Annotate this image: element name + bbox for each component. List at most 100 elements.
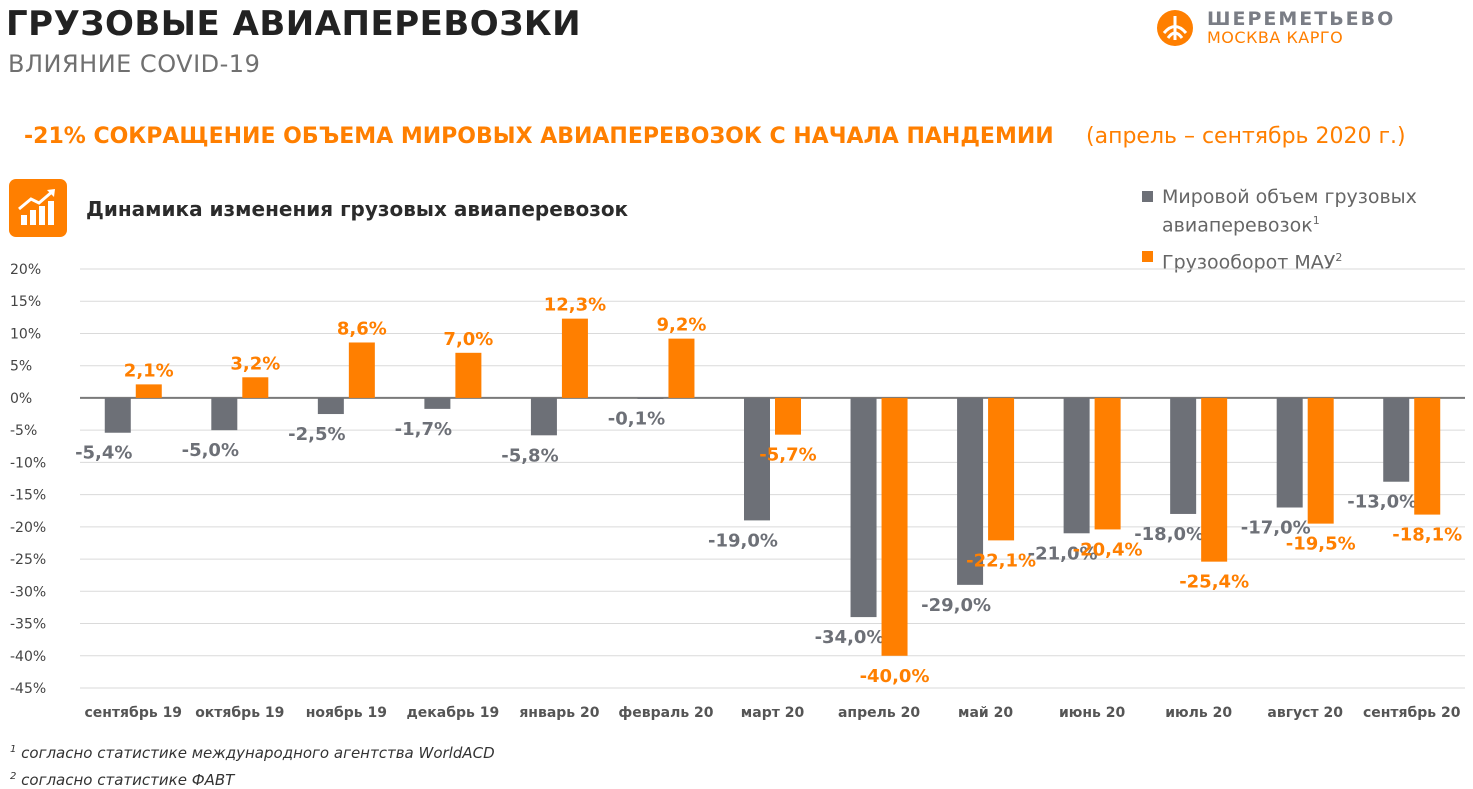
data-label-mau: -25,4%: [1179, 572, 1249, 593]
x-tick-label: декабрь 19: [407, 705, 500, 721]
data-label-world: -29,0%: [921, 595, 991, 616]
bar-world: [104, 397, 131, 433]
y-tick-label: 5%: [10, 359, 32, 375]
footnotes: 1 согласно статистике международного аге…: [10, 738, 495, 789]
data-label-world: -34,0%: [815, 627, 885, 648]
data-label-world: -5,0%: [182, 440, 239, 461]
y-tick-label: 20%: [10, 262, 41, 278]
bar-mau: [668, 338, 695, 398]
x-tick-label: август 20: [1267, 705, 1343, 721]
bar-mau: [1201, 397, 1228, 562]
y-tick-label: -40%: [10, 649, 46, 665]
y-tick-label: -5%: [10, 423, 37, 439]
y-tick-label: -20%: [10, 520, 46, 536]
x-tick-label: март 20: [741, 705, 805, 721]
bar-world: [637, 397, 664, 399]
company-logo: ШЕРЕМЕТЬЕВО МОСКВА КАРГО: [1155, 6, 1455, 47]
x-tick-label: июнь 20: [1059, 705, 1126, 721]
bar-mau: [1414, 397, 1441, 515]
bar-mau: [242, 377, 269, 398]
bar-world: [850, 397, 877, 618]
legend-item-world: Мировой объем грузовых авиаперевозок1: [1138, 186, 1468, 237]
data-label-mau: 7,0%: [443, 329, 493, 350]
legend-swatch-world: [1142, 191, 1153, 202]
bar-world: [744, 397, 770, 521]
legend-item-mau: Грузооборот МАУ2: [1138, 246, 1468, 274]
bar-mau: [988, 397, 1015, 541]
chart-legend: Мировой объем грузовых авиаперевозок1 Гр…: [1138, 186, 1468, 284]
bar-mau: [1094, 397, 1121, 530]
bar-mau: [561, 318, 588, 398]
y-tick-label: -30%: [10, 584, 46, 600]
legend-footnote-marker: 2: [1335, 251, 1343, 265]
data-label-world: -19,0%: [708, 530, 778, 551]
x-tick-label: октябрь 19: [195, 705, 284, 721]
sheremetyevo-logo-icon: [1157, 10, 1193, 46]
x-tick-label: апрель 20: [838, 705, 920, 721]
footnote-1: 1 согласно статистике международного аге…: [10, 744, 495, 762]
bar-world: [211, 397, 238, 431]
bar-world: [1383, 397, 1410, 482]
data-label-world: -18,0%: [1134, 524, 1204, 545]
logo-subtitle: МОСКВА КАРГО: [1207, 28, 1344, 47]
bar-mau: [135, 384, 162, 398]
data-label-world: -0,1%: [608, 409, 665, 430]
legend-footnote-marker: 1: [1312, 214, 1320, 227]
bar-world: [317, 397, 344, 415]
x-tick-label: май 20: [958, 705, 1013, 721]
bar-world: [1063, 397, 1090, 534]
x-tick-label: сентябрь 20: [1363, 705, 1461, 721]
footnote-2: 2 согласно статистике ФАВТ: [10, 771, 235, 789]
bar-mau: [1307, 397, 1334, 524]
data-label-mau: 3,2%: [230, 353, 280, 374]
headline: -21% СОКРАЩЕНИЕ ОБЪЕМА МИРОВЫХ АВИАПЕРЕВ…: [24, 124, 1054, 149]
data-label-mau: -18,1%: [1392, 525, 1462, 546]
x-tick-label: ноябрь 19: [306, 705, 387, 721]
data-label-world: -21,0%: [1028, 543, 1098, 564]
chart-title: Динамика изменения грузовых авиаперевозо…: [86, 197, 629, 221]
data-label-mau: -5,7%: [759, 445, 816, 466]
bar-world: [530, 397, 557, 436]
bar-world: [424, 397, 451, 409]
y-tick-label: 0%: [10, 391, 32, 407]
bar-mau: [881, 397, 908, 656]
page-subtitle: ВЛИЯНИЕ COVID-19: [8, 50, 261, 78]
page-title: ГРУЗОВЫЕ АВИАПЕРЕВОЗКИ: [6, 4, 582, 44]
headline-period: (апрель – сентябрь 2020 г.): [1086, 124, 1406, 149]
bar-world: [1170, 397, 1197, 514]
x-tick-label: сентябрь 19: [84, 705, 182, 721]
data-label-world: -5,4%: [75, 443, 132, 464]
y-tick-label: 10%: [10, 326, 41, 342]
y-tick-label: -35%: [10, 617, 46, 633]
data-label-world: -1,7%: [395, 419, 452, 440]
x-tick-label: январь 20: [519, 705, 599, 721]
logo-name: ШЕРЕМЕТЬЕВО: [1207, 8, 1396, 30]
x-tick-label: июль 20: [1165, 705, 1232, 721]
bar-mau: [348, 342, 375, 398]
data-label-mau: -19,5%: [1286, 534, 1356, 555]
bar-mau: [775, 397, 801, 435]
legend-swatch-mau: [1142, 251, 1153, 263]
legend-label-mau: Грузооборот МАУ: [1162, 251, 1336, 274]
growth-bar-chart-icon: [9, 179, 67, 237]
legend-label-world: Мировой объем грузовых авиаперевозок: [1162, 186, 1417, 237]
y-tick-label: -45%: [10, 681, 46, 697]
data-label-mau: 9,2%: [657, 315, 707, 336]
x-tick-label: февраль 20: [618, 705, 713, 721]
data-label-mau: 2,1%: [124, 360, 174, 381]
bar-world: [1276, 397, 1303, 508]
bar-chart: 20% 15% 10% 5% 0% -5% -10% -15% -20% -25% -30% -35%…: [10, 262, 1465, 721]
bar-mau: [455, 352, 482, 398]
y-tick-label: 15%: [10, 294, 41, 310]
data-label-mau: 8,6%: [337, 318, 387, 339]
data-label-mau: -22,1%: [966, 550, 1036, 571]
data-label-mau: -40,0%: [860, 666, 930, 687]
bar-world: [957, 397, 984, 585]
data-label-mau: 12,3%: [544, 295, 606, 316]
y-tick-label: -25%: [10, 552, 46, 568]
data-label-world: -5,8%: [501, 445, 558, 466]
data-label-world: -17,0%: [1241, 518, 1311, 539]
data-label-world: -2,5%: [288, 424, 345, 445]
y-tick-label: -15%: [10, 488, 46, 504]
data-label-world: -13,0%: [1347, 492, 1417, 513]
